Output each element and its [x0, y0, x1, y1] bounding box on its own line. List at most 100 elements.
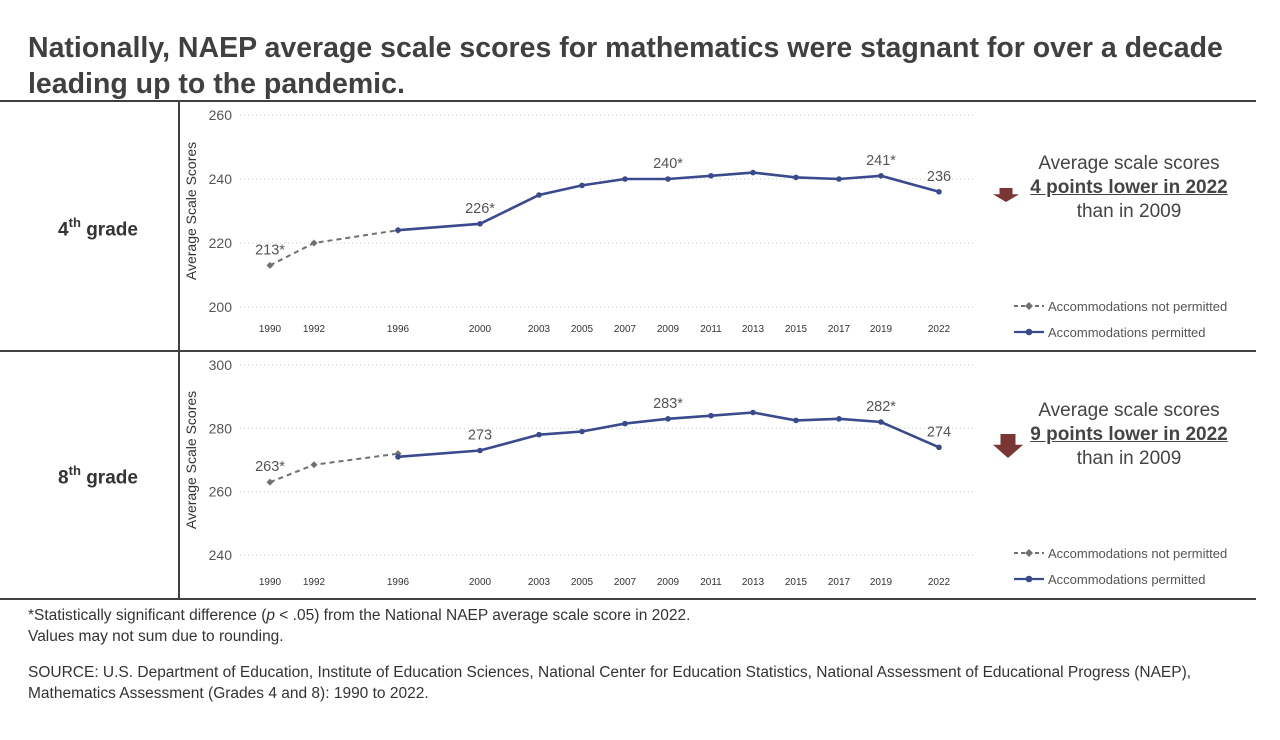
y-axis-label: Average Scale Scores: [183, 142, 199, 280]
callout-line: Average scale scores: [1038, 153, 1220, 174]
middle-rule: [0, 350, 1256, 352]
data-point-circle: [750, 409, 756, 416]
x-tick-label: 2003: [528, 324, 551, 335]
callout-highlight: 9 points lower in 2022: [1030, 424, 1228, 445]
x-tick-label: 2007: [614, 577, 637, 588]
legend-swatch-marker: [1025, 549, 1033, 557]
grade-word: grade: [86, 219, 138, 241]
data-point-circle: [536, 192, 542, 198]
y-axis-label: Average Scale Scores: [183, 391, 199, 529]
x-tick-label: 2009: [657, 577, 680, 588]
footnote-text: *Statistically significant difference (: [28, 607, 267, 624]
footnote-p: p: [266, 607, 275, 624]
series-line-permitted: [397, 171, 940, 232]
data-point-circle: [708, 173, 714, 179]
data-point-circle: [579, 428, 585, 435]
x-tick-label: 2017: [828, 324, 851, 335]
x-tick-label: 2000: [469, 577, 492, 588]
footnote-text: < .05) from the National NAEP average sc…: [274, 607, 691, 624]
bottom-rule: [0, 598, 1256, 600]
x-tick-label: 2022: [928, 577, 951, 588]
legend-label: Accommodations permitted: [1048, 572, 1206, 587]
data-point-circle: [878, 173, 884, 179]
x-tick-label: 2011: [700, 577, 722, 588]
x-tick-label: 2007: [614, 324, 637, 335]
top-rule: [0, 100, 1256, 102]
data-label: 263*: [255, 459, 285, 475]
data-point-circle: [477, 221, 483, 227]
x-tick-label: 2015: [785, 324, 808, 335]
callout-line: than in 2009: [1076, 448, 1182, 469]
callout-line: than in 2009: [1076, 201, 1182, 222]
data-label: 274: [927, 424, 951, 440]
data-point-circle: [622, 176, 628, 182]
rounding-note: Values may not sum due to rounding.: [28, 628, 284, 645]
grade-8-chart: 240 260 280 300 Average Scale Scores 1990 1992…: [183, 357, 1227, 588]
legend-label: Accommodations not permitted: [1048, 299, 1227, 314]
data-point-circle: [836, 176, 842, 182]
x-tick-label: 2000: [469, 324, 492, 335]
x-tick-label: 1992: [303, 324, 326, 335]
x-tick-label: 2013: [742, 324, 765, 335]
data-label: 213*: [255, 242, 285, 258]
data-point-circle: [793, 174, 799, 181]
data-point-circle: [622, 420, 628, 427]
significance-footnote: *Statistically significant difference (p…: [28, 605, 690, 647]
grade-number: 4: [58, 219, 69, 241]
legend-swatch-marker: [1025, 575, 1033, 583]
grade-4-label: 4th grade: [28, 215, 168, 241]
x-tick-label: 2015: [785, 577, 808, 588]
y-tick-label: 220: [209, 235, 233, 251]
x-tick-label: 2019: [870, 324, 893, 335]
data-point-circle: [793, 417, 799, 424]
grade-4-callout: Average scale scores 4 points lower in 2…: [1006, 152, 1252, 224]
grade-4-chart: 200 220 240 260 Average Scale Scores 1990 1992…: [183, 107, 1227, 340]
chart-title: Nationally, NAEP average scale scores fo…: [28, 32, 1223, 100]
label-column-divider: [178, 102, 180, 598]
data-point-diamond: [266, 478, 274, 486]
y-tick-label: 260: [209, 107, 233, 123]
callout-highlight: 4 points lower in 2022: [1030, 177, 1228, 198]
data-point-circle: [477, 447, 483, 454]
x-tick-label: 1990: [259, 577, 282, 588]
x-tick-label: 2009: [657, 324, 680, 335]
grade-8-label: 8th grade: [28, 463, 168, 489]
data-label: 236: [927, 169, 951, 185]
legend-swatch-marker: [1025, 328, 1033, 336]
data-point-circle: [395, 227, 401, 233]
data-point-diamond: [266, 261, 274, 269]
x-tick-label: 2013: [742, 577, 765, 588]
data-point-diamond: [310, 239, 318, 247]
x-tick-label: 2011: [700, 324, 722, 335]
data-point-circle: [579, 182, 585, 189]
legend-label: Accommodations permitted: [1048, 325, 1206, 340]
data-label: 226*: [465, 201, 495, 217]
x-tick-label: 2005: [571, 577, 594, 588]
data-point-circle: [536, 431, 542, 438]
legend-label: Accommodations not permitted: [1048, 546, 1227, 561]
down-arrow-icon: [993, 434, 1023, 458]
x-tick-label: 2003: [528, 577, 551, 588]
source-note: SOURCE: U.S. Department of Education, In…: [28, 664, 1192, 702]
y-tick-label: 260: [209, 484, 233, 500]
x-tick-label: 2019: [870, 577, 893, 588]
data-point-circle: [750, 169, 756, 176]
x-tick-label: 1992: [303, 577, 326, 588]
data-label: 282*: [866, 399, 896, 415]
x-tick-label: 1996: [387, 577, 410, 588]
data-label: 283*: [653, 396, 683, 412]
series-line-not-permitted: [269, 229, 399, 267]
data-point-circle: [936, 189, 942, 195]
data-point-circle: [708, 412, 714, 419]
data-label: 273: [468, 428, 492, 444]
x-tick-label: 1996: [387, 324, 410, 335]
grade-8-callout: Average scale scores 9 points lower in 2…: [1006, 399, 1252, 471]
y-tick-label: 280: [209, 420, 233, 436]
grade-number: 8: [58, 467, 69, 489]
y-tick-label: 300: [209, 357, 233, 373]
data-label: 241*: [866, 153, 896, 169]
grade-ordinal: th: [68, 463, 81, 478]
callout-line: Average scale scores: [1038, 400, 1220, 421]
x-tick-label: 1990: [259, 324, 282, 335]
y-tick-label: 240: [209, 171, 233, 187]
